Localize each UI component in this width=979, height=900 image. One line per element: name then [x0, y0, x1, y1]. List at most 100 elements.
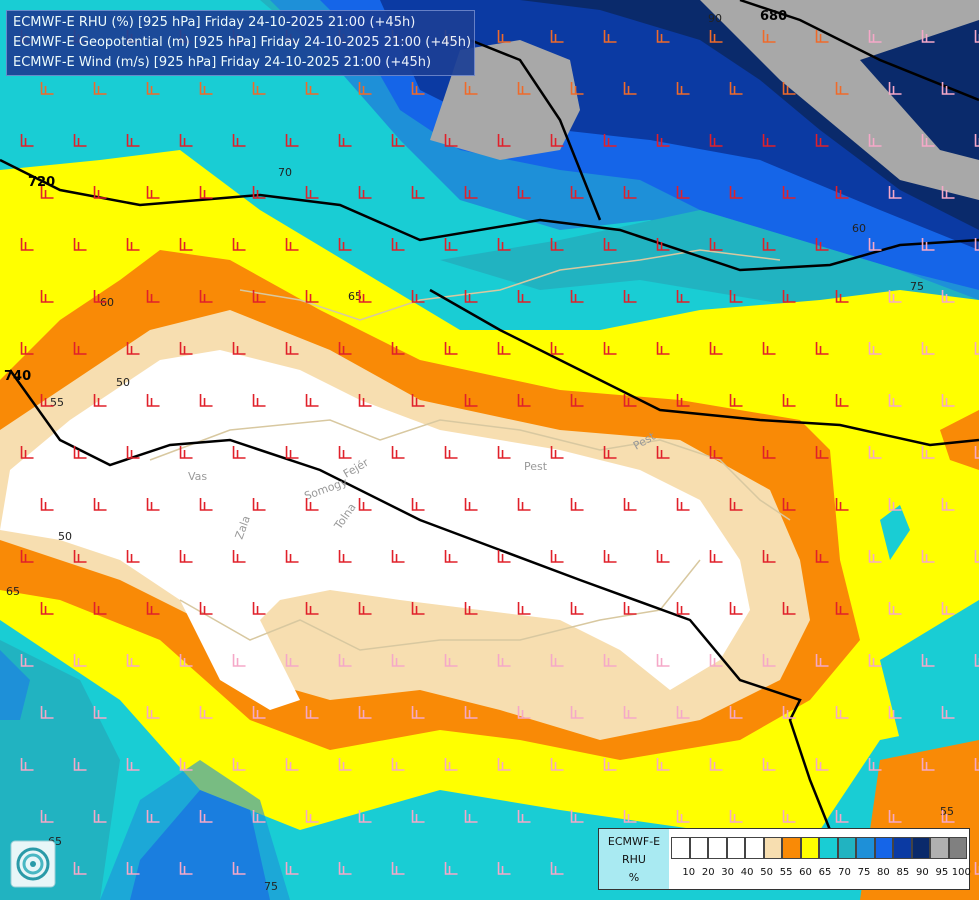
- wind-barb: [656, 654, 670, 667]
- wind-barb: [338, 758, 352, 771]
- wind-barb: [762, 550, 776, 563]
- wind-barb: [570, 186, 584, 199]
- wind-barb: [921, 654, 935, 667]
- wind-barb: [974, 862, 979, 875]
- wind-barb: [40, 290, 54, 303]
- wind-barb: [464, 394, 478, 407]
- wind-barb: [656, 758, 670, 771]
- legend-swatch: [930, 837, 949, 859]
- wind-barb: [815, 238, 829, 251]
- wind-barb: [656, 446, 670, 459]
- wind-barb: [411, 706, 425, 719]
- wind-barb: [464, 706, 478, 719]
- wind-barb: [411, 498, 425, 511]
- wind-barb: [338, 446, 352, 459]
- wind-barb: [20, 134, 34, 147]
- wind-barb: [338, 342, 352, 355]
- wind-barb: [40, 810, 54, 823]
- legend-ticks: 10 20 30 40 50 55 60 65 70 75 80 85 90 95 100: [679, 867, 971, 883]
- wind-barb: [444, 550, 458, 563]
- wind-barb: [146, 186, 160, 199]
- wind-barb: [179, 654, 193, 667]
- wind-barb: [93, 394, 107, 407]
- geopotential-contour-740b: [429, 288, 979, 447]
- wind-barb: [815, 758, 829, 771]
- wind-barb: [358, 602, 372, 615]
- contour-label: 55: [50, 396, 64, 409]
- wind-barb: [497, 238, 511, 251]
- legend-swatch: [763, 837, 782, 859]
- rhu-50-core: [0, 350, 750, 710]
- wind-barb: [656, 134, 670, 147]
- wind-barb: [358, 82, 372, 95]
- wind-barb: [444, 134, 458, 147]
- wind-barb: [252, 82, 266, 95]
- wind-barb: [464, 810, 478, 823]
- legend-swatch: [708, 837, 727, 859]
- wind-barb: [603, 238, 617, 251]
- wind-barb: [20, 342, 34, 355]
- wind-barb: [146, 602, 160, 615]
- wind-barb: [285, 862, 299, 875]
- wind-barb: [179, 238, 193, 251]
- wind-barb: [941, 82, 955, 95]
- wind-barb: [252, 186, 266, 199]
- wind-barb: [179, 758, 193, 771]
- wind-barb: [921, 238, 935, 251]
- wind-barb: [729, 290, 743, 303]
- wind-barb: [179, 862, 193, 875]
- wind-barb: [868, 550, 882, 563]
- contour-label: 55: [940, 805, 954, 818]
- contour-label: 60: [100, 296, 114, 309]
- wind-barb: [550, 342, 564, 355]
- wind-barb: [93, 498, 107, 511]
- wind-barb: [93, 290, 107, 303]
- wind-barb: [729, 810, 743, 823]
- wind-barb: [391, 342, 405, 355]
- wind-barb: [285, 134, 299, 147]
- wind-barb: [623, 82, 637, 95]
- wind-barb: [305, 602, 319, 615]
- wind-barb: [517, 498, 531, 511]
- wind-barb: [603, 342, 617, 355]
- wind-barb: [623, 810, 637, 823]
- wind-barb: [762, 654, 776, 667]
- wind-barb: [73, 758, 87, 771]
- wind-barb: [199, 602, 213, 615]
- wind-barb: [73, 654, 87, 667]
- wind-barb: [93, 810, 107, 823]
- contour-label: 60: [852, 222, 866, 235]
- wind-barb: [835, 394, 849, 407]
- wind-barb: [232, 134, 246, 147]
- wind-barb: [709, 550, 723, 563]
- legend-tick: 65: [818, 867, 832, 878]
- wind-barb: [73, 238, 87, 251]
- wind-barb: [444, 862, 458, 875]
- wind-barb: [20, 446, 34, 459]
- wind-barb: [623, 498, 637, 511]
- wind-barb: [941, 602, 955, 615]
- wind-barb: [146, 394, 160, 407]
- wind-barb: [338, 654, 352, 667]
- legend-tick: 30: [721, 867, 735, 878]
- wind-barb: [782, 498, 796, 511]
- wind-barb: [93, 602, 107, 615]
- wind-barb: [305, 290, 319, 303]
- wind-barb: [782, 82, 796, 95]
- wind-barb: [762, 134, 776, 147]
- wind-barb: [517, 290, 531, 303]
- wind-barb: [550, 862, 564, 875]
- wind-barb: [126, 342, 140, 355]
- wind-barb: [550, 238, 564, 251]
- wind-barb: [497, 134, 511, 147]
- wind-barb: [921, 342, 935, 355]
- wind-barb: [782, 290, 796, 303]
- wind-barb: [941, 706, 955, 719]
- wind-barb: [709, 134, 723, 147]
- wind-barb: [305, 186, 319, 199]
- wind-barb: [941, 186, 955, 199]
- wind-barb: [835, 810, 849, 823]
- wind-barb: [623, 186, 637, 199]
- wind-barb: [126, 134, 140, 147]
- wind-barb: [252, 602, 266, 615]
